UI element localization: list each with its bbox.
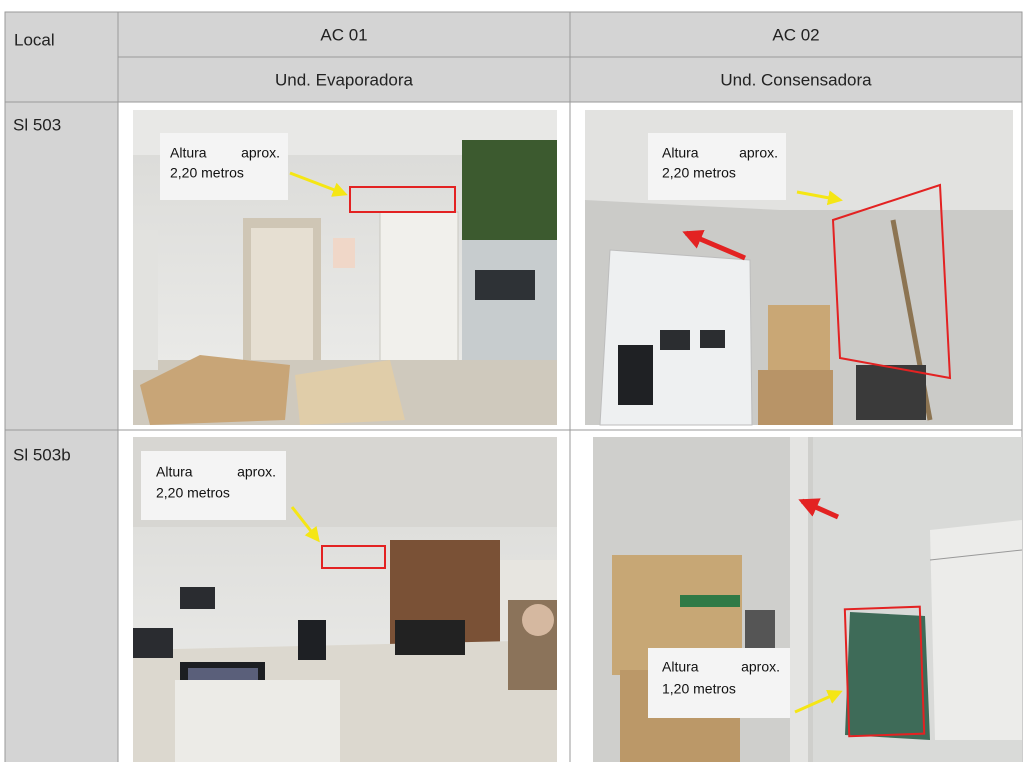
local-cell: Sl 503: [13, 115, 61, 134]
local-cell: Sl 503b: [13, 445, 71, 464]
callout: Altura aprox. 2,20 metros: [141, 451, 286, 520]
callout: Altura aprox. 1,20 metros: [648, 648, 790, 718]
callout-text: aprox.: [739, 145, 778, 161]
header-cell: AC 02: [772, 25, 819, 44]
table-grid: [4, 11, 1023, 762]
annotations: [289, 171, 952, 738]
callout-text: Altura: [662, 659, 699, 675]
header-cell: Local: [14, 30, 55, 49]
header-cell: AC 01: [320, 25, 367, 44]
callout-text: 2,20 metros: [156, 485, 230, 501]
subheader-cell: Und. Evaporadora: [275, 70, 414, 89]
photo: [133, 110, 557, 425]
callout-text: 1,20 metros: [662, 681, 736, 697]
callout-text: 2,20 metros: [170, 165, 244, 181]
callout-text: aprox.: [237, 464, 276, 480]
local-col-bg: [5, 102, 118, 762]
callout-text: Altura: [156, 464, 193, 480]
callout-text: Altura: [170, 145, 207, 161]
callout-text: Altura: [662, 145, 699, 161]
callout: Altura aprox. 2,20 metros: [160, 133, 288, 200]
callout-text: aprox.: [241, 145, 280, 161]
callout-text: 2,20 metros: [662, 165, 736, 181]
callout-text: aprox.: [741, 659, 780, 675]
callout: Altura aprox. 2,20 metros: [648, 133, 786, 200]
subheader-cell: Und. Consensadora: [720, 70, 872, 89]
